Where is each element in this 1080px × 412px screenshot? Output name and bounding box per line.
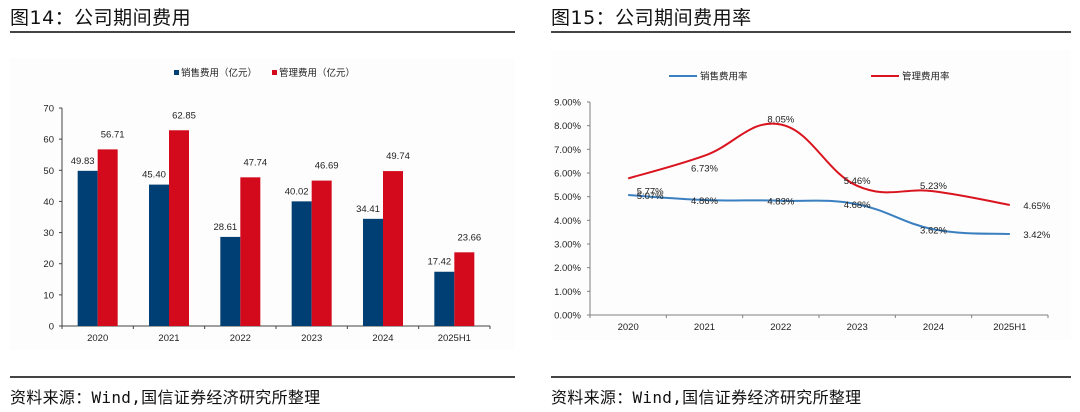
data-label-admin-rate: 4.65% <box>1023 201 1050 212</box>
y-tick-label: 30 <box>43 228 54 239</box>
bar-admin <box>383 171 403 326</box>
bar-sales <box>220 236 241 326</box>
source-note-left: 资料来源：Wind,国信证券经济研究所整理 <box>10 388 321 407</box>
source-note-right: 资料来源：Wind,国信证券经济研究所整理 <box>551 388 862 407</box>
x-tick-label: 2024 <box>923 322 944 333</box>
legend: 销售费用率 管理费用率 <box>669 71 950 83</box>
legend: 销售费用（亿元） 管理费用（亿元） <box>174 67 355 79</box>
data-label-admin: 23.66 <box>457 232 481 243</box>
legend-label-1: 管理费用率 <box>902 71 950 83</box>
bar-admin <box>240 177 261 326</box>
x-tick-label: 2024 <box>372 333 393 344</box>
bar-sales <box>434 271 455 326</box>
y-tick-label: 9.00% <box>554 98 581 109</box>
legend-label-1: 管理费用（亿元） <box>279 67 355 79</box>
y-tick-label: 1.00% <box>554 287 581 298</box>
x-tick-label: 2021 <box>694 322 715 333</box>
x-tick-label: 2023 <box>301 333 322 344</box>
data-label-admin-rate: 6.73% <box>691 164 718 175</box>
data-label-admin: 56.71 <box>101 129 125 140</box>
data-label-sales-rate: 4.68% <box>844 200 871 211</box>
data-label-sales: 45.40 <box>142 170 166 181</box>
line-chart-area: 销售费用率 管理费用率 0.00% 1.00% 2.00% 3.00% 4.00% 5.00%… <box>551 50 1071 340</box>
bar-sales <box>149 184 169 326</box>
x-tick-label: 2023 <box>847 322 868 333</box>
y-tick-label: 0.00% <box>554 311 581 322</box>
bar-chart: 销售费用（亿元） 管理费用（亿元） 0 10 20 30 40 50 60 70 2020 49.83… <box>43 67 491 344</box>
legend-label-0: 销售费用率 <box>700 71 748 83</box>
y-tick-label: 10 <box>43 290 54 301</box>
bar-sales <box>77 170 98 326</box>
x-tick-label: 2020 <box>618 322 639 333</box>
data-label-sales-rate: 5.07% <box>637 191 664 202</box>
data-label-admin-rate: 8.05% <box>767 114 794 125</box>
source-rule-left <box>10 376 515 378</box>
y-tick-label: 5.00% <box>554 192 581 203</box>
title-rule-left <box>10 31 515 33</box>
y-tick-label: 2.00% <box>554 263 581 274</box>
y-tick-label: 40 <box>43 197 54 208</box>
data-label-admin-rate: 5.77% <box>637 186 664 197</box>
data-label-admin: 62.85 <box>172 110 196 121</box>
bar-admin <box>169 130 189 326</box>
line-chart: 销售费用率 管理费用率 0.00% 1.00% 2.00% 3.00% 4.00% 5.00%… <box>554 71 1051 334</box>
x-tick-label: 2021 <box>158 333 179 344</box>
bar-sales <box>363 218 383 326</box>
y-tick-label: 8.00% <box>554 121 581 132</box>
line-admin-rate <box>627 122 1011 206</box>
line-sales-rate <box>628 194 1010 236</box>
y-tick-label: 70 <box>43 104 54 115</box>
x-tick-label: 2022 <box>230 333 251 344</box>
data-label-sales-rate: 4.83% <box>767 197 794 208</box>
x-tick-label: 2025H1 <box>993 322 1026 333</box>
figure-14-title: 图14：公司期间费用 <box>10 7 192 29</box>
data-label-admin: 49.74 <box>386 151 410 162</box>
title-rule-right <box>551 31 1071 33</box>
y-tick-label: 7.00% <box>554 145 581 156</box>
data-label-sales: 17.42 <box>427 257 451 268</box>
legend-swatch-1 <box>272 70 277 75</box>
y-tick-label: 0 <box>49 322 54 333</box>
data-label-sales: 28.61 <box>213 222 237 233</box>
y-tick-label: 6.00% <box>554 169 581 180</box>
data-label-sales: 34.41 <box>356 204 380 215</box>
data-label-sales-rate: 3.42% <box>1023 230 1050 241</box>
x-tick-label: 2025H1 <box>438 333 471 344</box>
data-label-sales-rate: 3.62% <box>920 225 947 236</box>
x-tick-label: 2020 <box>87 333 108 344</box>
data-label-admin: 46.69 <box>315 161 339 172</box>
data-label-admin: 47.74 <box>243 157 267 168</box>
y-tick-label: 3.00% <box>554 240 581 251</box>
legend-label-0: 销售费用（亿元） <box>181 67 257 79</box>
y-tick-label: 4.00% <box>554 216 581 227</box>
bar-chart-area: 销售费用（亿元） 管理费用（亿元） 0 10 20 30 40 50 60 70 2020 49.83… <box>10 58 515 350</box>
y-tick-label: 60 <box>43 135 54 146</box>
data-label-admin-rate: 5.23% <box>920 181 947 192</box>
legend-swatch-0 <box>174 70 179 75</box>
bar-admin <box>311 180 332 326</box>
figure-15-title: 图15：公司期间费用率 <box>551 7 752 29</box>
bar-admin <box>454 252 475 326</box>
data-label-sales-rate: 4.86% <box>691 196 718 207</box>
bar-admin <box>97 149 118 326</box>
data-label-sales: 49.83 <box>71 156 95 167</box>
x-tick-label: 2022 <box>770 322 791 333</box>
y-tick-label: 50 <box>43 166 54 177</box>
bar-sales <box>291 201 312 326</box>
source-rule-right <box>551 376 1071 378</box>
data-label-admin-rate: 5.46% <box>844 176 871 187</box>
data-label-sales: 40.02 <box>285 186 309 197</box>
y-tick-label: 20 <box>43 259 54 270</box>
